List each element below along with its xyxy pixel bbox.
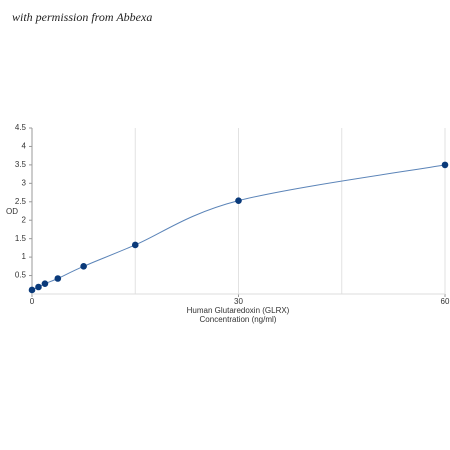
y-tick-label: 4.5 [15,123,27,132]
x-tick-label: 0 [30,297,35,306]
data-point [131,241,139,249]
data-point [235,197,242,204]
data-point [28,286,36,294]
data-point [41,280,49,287]
x-axis-label: Human Glutaredoxin (GLRX) [187,306,290,315]
y-tick-label: 1.5 [15,234,27,243]
data-point [35,283,42,291]
y-tick-label: 2 [22,215,27,224]
x-tick-label: 60 [441,297,450,306]
data-point [80,263,87,270]
y-axis-label: OD [6,207,18,216]
y-tick-label: 0.5 [15,271,27,280]
data-point [441,161,449,169]
y-tick-label: 3.5 [15,160,27,169]
y-tick-label: 1 [22,252,27,261]
x-tick-label: 30 [234,297,243,306]
watermark: with permission from Abbexa [12,10,152,24]
y-tick-label: 3 [22,178,27,187]
data-point [54,275,62,282]
x-axis-label: Concentration (ng/ml) [200,315,277,324]
y-tick-label: 2.5 [15,197,27,206]
y-tick-label: 4 [22,142,27,151]
